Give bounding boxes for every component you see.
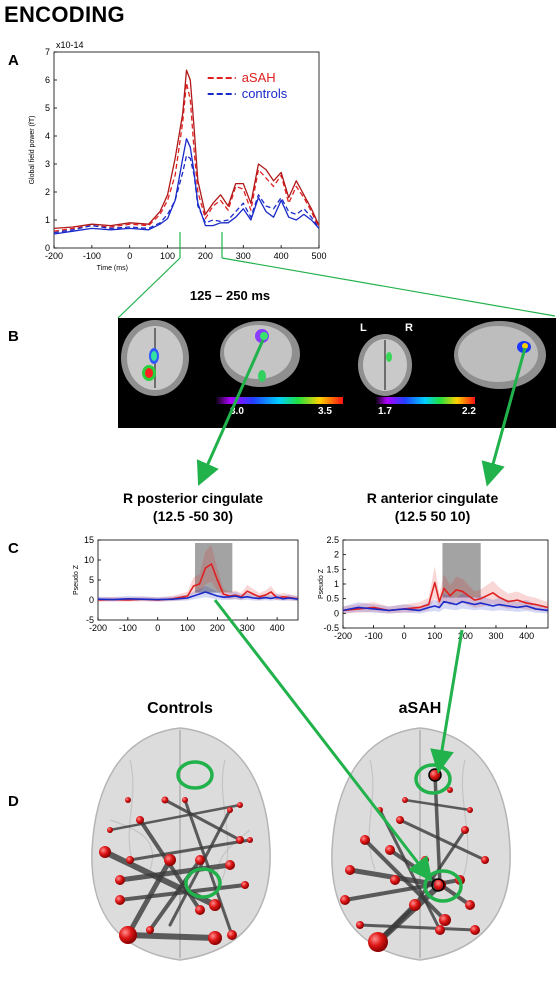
x-tick-label: 200	[198, 251, 213, 261]
series-line-aSAH-solid	[53, 69, 320, 230]
arrow-pcc-to-network	[213, 599, 433, 882]
y-axis-label: Pseudo Z	[73, 564, 80, 595]
coronal-brain-image	[121, 320, 189, 396]
legend-label-aSAH: aSAH	[242, 70, 276, 85]
controls-brain-label: Controls	[147, 700, 213, 717]
y-tick-label: 3	[45, 159, 50, 169]
y-tick-label: 2.5	[326, 535, 339, 545]
x-tick-label: 300	[240, 623, 255, 633]
x-axis-label: Time (ms)	[97, 265, 128, 272]
coronal-brain-image-2	[358, 334, 412, 396]
roi-1-coords: (12.5 -50 30)	[152, 508, 234, 524]
error-band-controls	[343, 593, 548, 614]
x-tick-label: -100	[365, 631, 383, 641]
x-tick-label: -200	[89, 623, 107, 633]
y-tick-label: 5	[89, 575, 94, 585]
panel-b-label: B	[8, 328, 19, 345]
colorbar-2-max: 2.2	[462, 406, 476, 417]
y-tick-label: 10	[84, 555, 94, 565]
x-tick-label: 400	[274, 251, 289, 261]
roi-1-name: R posterior cingulate	[122, 490, 264, 506]
y-axis-label: Pseudo Z	[318, 568, 325, 599]
colorbar-2	[375, 397, 475, 404]
x-tick-label: 200	[210, 623, 225, 633]
x-tick-label: 400	[519, 631, 534, 641]
series-line-controls-dashed	[53, 154, 320, 234]
y-tick-label: 1	[334, 579, 339, 589]
x-tick-label: 500	[311, 251, 326, 261]
plot-frame	[53, 51, 320, 249]
controls-acc-ring	[176, 760, 214, 790]
panel-a-label: A	[8, 52, 19, 69]
y-tick-label: 6	[45, 75, 50, 85]
x-tick-label: 100	[160, 251, 175, 261]
series-line-controls-solid	[53, 138, 320, 235]
y-tick-label: 1	[45, 215, 50, 225]
x-tick-label: -200	[334, 631, 352, 641]
colorbar-1	[215, 397, 343, 404]
x-tick-label: -100	[83, 251, 101, 261]
y-tick-label: 7	[45, 47, 50, 57]
panel-d-label: D	[8, 793, 19, 810]
y-tick-label: 2	[45, 187, 50, 197]
panel-c-label: C	[8, 540, 19, 557]
roi-2-coords: (12.5 50 10)	[394, 508, 471, 524]
roi-2-name: R anterior cingulate	[366, 490, 499, 506]
asah-pcc-ring	[423, 869, 463, 903]
x-tick-label: 0	[127, 251, 132, 261]
error-band-aSAH	[98, 545, 298, 602]
y-tick-label: -0.5	[323, 623, 339, 633]
y-tick-label: 0	[89, 595, 94, 605]
asah-brain-label: aSAH	[398, 700, 442, 717]
x-tick-label: 100	[427, 631, 442, 641]
y-tick-label: 5	[45, 103, 50, 113]
colorbar-1-max: 3.5	[318, 406, 332, 417]
series-line-controls	[342, 600, 549, 612]
right-orientation-label: R	[405, 322, 413, 334]
x-tick-label: 200	[458, 631, 473, 641]
x-tick-label: -100	[119, 623, 137, 633]
y-tick-label: -5	[86, 615, 94, 625]
gfp-chart: -200 -100 0 100 200 300 400 500 0 1 2 3 4 5 6 7 Global f…	[29, 40, 327, 272]
colorbar-1-min: 3.0	[230, 406, 244, 417]
x-tick-label: 0	[402, 631, 407, 641]
x-tick-label: 300	[488, 631, 503, 641]
x-tick-label: 100	[180, 623, 195, 633]
y-tick-label: 0	[45, 243, 50, 253]
arrow-to-pcc	[196, 339, 265, 486]
y-tick-label: 2	[334, 550, 339, 560]
arrow-to-acc	[481, 347, 527, 487]
exponent-label: x10-14	[56, 40, 84, 50]
series-line-controls	[97, 591, 299, 601]
colorbar-2-min: 1.7	[378, 406, 392, 417]
time-window-shade	[442, 543, 481, 598]
y-tick-label: 0.5	[326, 594, 339, 604]
x-tick-label: 400	[270, 623, 285, 633]
y-tick-label: 4	[45, 131, 50, 141]
x-tick-label: 300	[236, 251, 251, 261]
x-tick-label: 0	[155, 623, 160, 633]
arrow-acc-to-network	[430, 629, 464, 774]
y-tick-label: 1.5	[326, 564, 339, 574]
series-line-aSAH-dashed	[53, 82, 320, 232]
figure-title: ENCODING	[4, 2, 125, 27]
controls-brain	[91, 727, 271, 961]
y-tick-label: 15	[84, 535, 94, 545]
y-axis-label: Global field power (fT)	[29, 116, 36, 185]
legend-label-controls: controls	[242, 86, 288, 101]
left-orientation-label: L	[360, 322, 367, 334]
controls-pcc-ring	[184, 867, 222, 899]
y-tick-label: 0	[334, 608, 339, 618]
x-tick-label: -200	[45, 251, 63, 261]
